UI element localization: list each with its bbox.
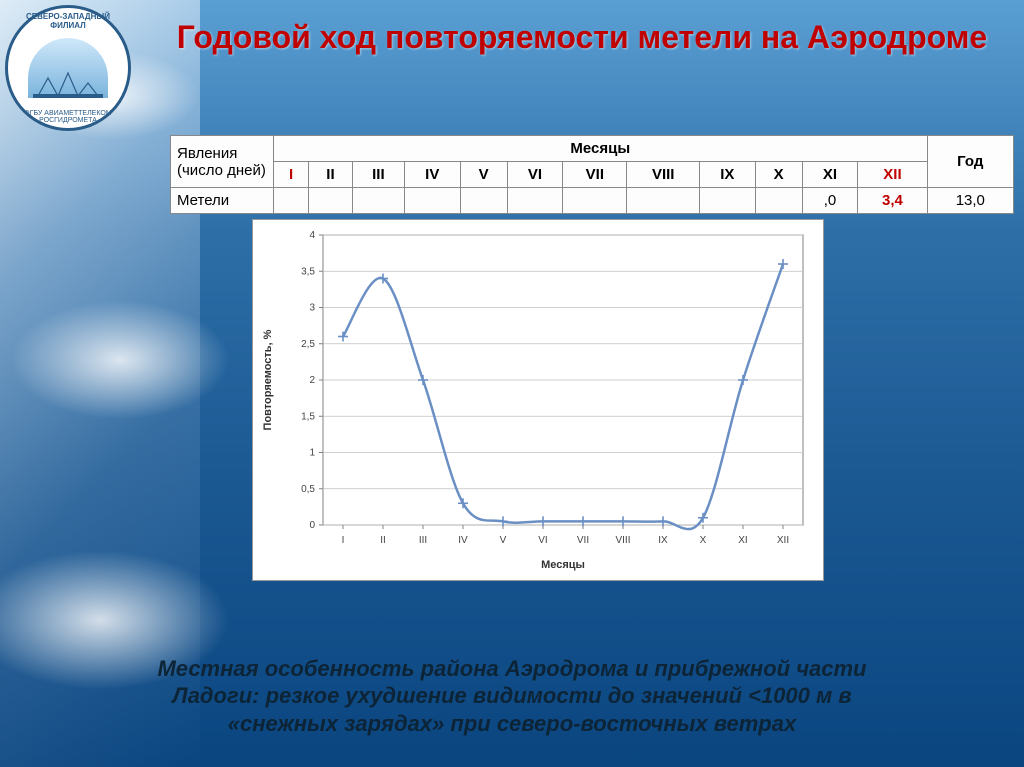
svg-text:0,5: 0,5 <box>301 484 315 495</box>
table-months-header: Месяцы <box>274 136 928 162</box>
svg-text:IV: IV <box>458 535 468 546</box>
logo-top-text: СЕВЕРО-ЗАПАДНЫЙ ФИЛИАЛ <box>8 12 128 30</box>
table-row-label: Метели <box>171 188 274 214</box>
svg-text:I: I <box>342 535 345 546</box>
data-table: Явления (число дней) Месяцы Год IIIIIIIV… <box>170 135 1014 214</box>
table-cell <box>460 188 507 214</box>
table-month-header: VIII <box>627 162 700 188</box>
table-month-header: XII <box>858 162 927 188</box>
table-month-header: V <box>460 162 507 188</box>
table-month-header: VII <box>563 162 627 188</box>
slide-title: Годовой ход повторяемости метели на Аэро… <box>160 20 1004 55</box>
svg-text:2: 2 <box>309 375 315 386</box>
table-cell: 3,4 <box>858 188 927 214</box>
svg-text:Повторяемость, %: Повторяемость, % <box>262 329 274 430</box>
svg-text:VII: VII <box>577 535 589 546</box>
table-cell <box>563 188 627 214</box>
table-month-header: III <box>352 162 404 188</box>
svg-text:0: 0 <box>309 520 315 531</box>
svg-text:VI: VI <box>538 535 547 546</box>
svg-text:VIII: VIII <box>615 535 630 546</box>
table-cell <box>755 188 802 214</box>
table-month-header: X <box>755 162 802 188</box>
table-cell <box>352 188 404 214</box>
table-month-header: XI <box>802 162 858 188</box>
slide-root: СЕВЕРО-ЗАПАДНЫЙ ФИЛИАЛ ФГБУ АВИАМЕТТЕЛЕК… <box>0 0 1024 767</box>
svg-text:Месяцы: Месяцы <box>541 559 585 571</box>
table-month-header: IX <box>700 162 756 188</box>
table-cell <box>309 188 353 214</box>
svg-text:IX: IX <box>658 535 668 546</box>
table-month-header: IV <box>404 162 460 188</box>
svg-text:V: V <box>500 535 507 546</box>
logo-bottom-text: ФГБУ АВИАМЕТТЕЛЕКОМ РОСГИДРОМЕТА <box>8 110 128 124</box>
svg-text:XII: XII <box>777 535 789 546</box>
svg-text:XI: XI <box>738 535 747 546</box>
svg-text:2,5: 2,5 <box>301 339 315 350</box>
table-month-header: VI <box>507 162 563 188</box>
chart-panel: 00,511,522,533,54IIIIIIIVVVIVIIVIIIIXXXI… <box>252 219 824 581</box>
table-year-cell: 13,0 <box>927 188 1013 214</box>
table-cell <box>700 188 756 214</box>
table-month-header: II <box>309 162 353 188</box>
svg-text:1,5: 1,5 <box>301 411 315 422</box>
table-cell <box>627 188 700 214</box>
cloud-decor <box>10 300 230 420</box>
svg-text:3: 3 <box>309 303 315 314</box>
svg-text:II: II <box>380 535 386 546</box>
table-cell: ,0 <box>802 188 858 214</box>
table-cell <box>274 188 309 214</box>
table-row-header: Явления (число дней) <box>171 136 274 188</box>
svg-text:1: 1 <box>309 448 315 459</box>
table-cell <box>507 188 563 214</box>
org-logo: СЕВЕРО-ЗАПАДНЫЙ ФИЛИАЛ ФГБУ АВИАМЕТТЕЛЕК… <box>5 5 155 125</box>
svg-text:III: III <box>419 535 427 546</box>
table-month-header: I <box>274 162 309 188</box>
table-cell <box>404 188 460 214</box>
svg-text:4: 4 <box>309 230 315 241</box>
svg-text:3,5: 3,5 <box>301 266 315 277</box>
table-year-header: Год <box>927 136 1013 188</box>
svg-text:X: X <box>700 535 707 546</box>
footer-note: Местная особенность района Аэродрома и п… <box>120 655 904 738</box>
